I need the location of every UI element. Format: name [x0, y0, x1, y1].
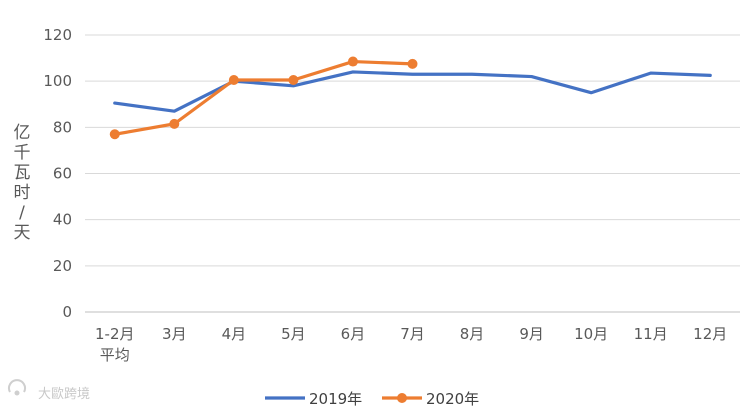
series-point-1: [407, 58, 418, 69]
x-tick-label: 11月: [634, 325, 668, 343]
series-point-1: [347, 56, 358, 67]
x-tick-label: 1-2月平均: [95, 325, 135, 364]
y-axis-ticks: 0 20 40 60 80 100 120: [43, 26, 72, 321]
series-group: [109, 56, 712, 140]
y-tick-label: 100: [43, 72, 72, 90]
x-tick-label: 12月: [693, 325, 727, 343]
gridlines: [85, 34, 740, 313]
y-tick-label: 0: [62, 303, 72, 321]
legend-label-1: 2020年: [426, 390, 479, 408]
x-tick-label: 4月: [222, 325, 247, 343]
legend-marker-1: [397, 393, 407, 403]
x-tick-label: 10月: [574, 325, 608, 343]
y-tick-label: 40: [53, 211, 72, 229]
x-tick-label: 5月: [281, 325, 306, 343]
watermark: 大歐跨境: [8, 379, 90, 402]
x-tick-label: 9月: [519, 325, 544, 343]
series-point-1: [228, 75, 239, 86]
series-line-1: [113, 59, 415, 136]
series-point-1: [109, 129, 120, 140]
x-tick-label: 3月: [162, 325, 187, 343]
series-point-1: [288, 75, 299, 86]
x-tick-label: 6月: [341, 325, 366, 343]
y-tick-label: 20: [53, 257, 72, 275]
y-axis-title: 亿千瓦时/天: [14, 123, 31, 243]
watermark-text: 大歐跨境: [38, 387, 90, 402]
x-tick-label: 7月: [400, 325, 425, 343]
watermark-logo-icon: [8, 379, 26, 396]
x-tick-label: 8月: [460, 325, 485, 343]
y-tick-label: 120: [43, 26, 72, 44]
series-line-0: [113, 70, 712, 113]
x-axis-ticks: 1-2月平均 3月 4月 5月 6月 7月 8月 9月 10月 11月 12月: [95, 325, 727, 364]
legend-label-0: 2019年: [309, 390, 362, 408]
legend: 2019年 2020年: [265, 390, 479, 408]
y-tick-label: 80: [53, 118, 72, 136]
y-tick-label: 60: [53, 165, 72, 183]
series-point-1: [169, 118, 180, 129]
